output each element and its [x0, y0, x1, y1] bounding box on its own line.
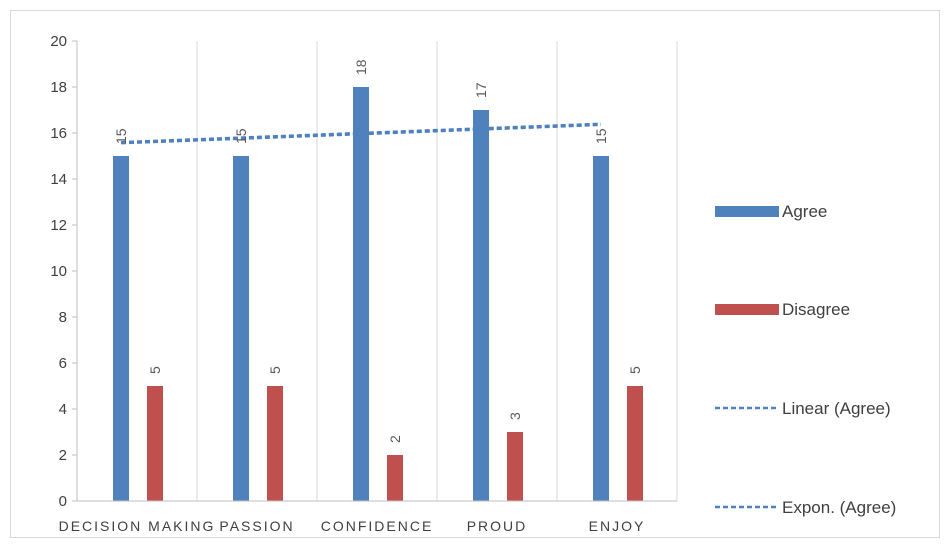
bar-disagree — [267, 386, 283, 501]
data-label: 5 — [627, 366, 643, 374]
legend-swatch — [715, 304, 779, 315]
grid-layer — [196, 41, 678, 501]
bar-disagree — [387, 455, 403, 501]
legend-label: Disagree — [782, 300, 850, 319]
y-tick-label: 18 — [50, 79, 67, 96]
legend-label: Agree — [782, 202, 827, 221]
y-tick-label: 8 — [59, 309, 67, 326]
axis-layer: 0 2 4 6 8 10 12 14 16 18 20 DECISION MAKING PASSION C… — [50, 33, 677, 534]
y-tick-label: 14 — [50, 171, 67, 188]
y-tick-label: 4 — [59, 401, 67, 418]
y-tick-label: 20 — [50, 33, 67, 50]
bar-agree — [233, 156, 249, 501]
bar-disagree — [147, 386, 163, 501]
y-tick-label: 2 — [59, 447, 67, 464]
y-tick-label: 6 — [59, 355, 67, 372]
bar-agree — [113, 156, 129, 501]
data-label: 3 — [507, 412, 523, 420]
trend-layer — [120, 122, 602, 145]
data-label: 15 — [113, 128, 129, 144]
legend-swatch — [715, 206, 779, 217]
legend-layer: Agree Disagree Linear (Agree) Expon. (Agree… — [715, 202, 896, 517]
data-label: 15 — [593, 128, 609, 144]
legend-label: Expon. (Agree) — [782, 498, 896, 517]
bar-agree — [353, 87, 369, 501]
label-layer: 15 15 18 17 15 5 5 2 3 5 — [113, 59, 643, 443]
y-tick-label: 12 — [50, 217, 67, 234]
x-category-label: CONFIDENCE — [321, 518, 434, 534]
legend-label: Linear (Agree) — [782, 399, 891, 418]
bar-agree — [473, 110, 489, 501]
data-label: 2 — [387, 435, 403, 443]
data-label: 18 — [353, 59, 369, 75]
data-label: 5 — [267, 366, 283, 374]
bars-layer — [113, 87, 643, 501]
data-label: 17 — [473, 82, 489, 98]
chart-frame — [10, 10, 940, 538]
bar-disagree — [507, 432, 523, 501]
data-label: 15 — [233, 128, 249, 144]
bar-agree — [593, 156, 609, 501]
x-category-label: PASSION — [219, 518, 294, 534]
x-category-label: ENJOY — [589, 518, 646, 534]
y-tick-label: 16 — [50, 125, 67, 142]
trendline-exponential — [120, 123, 602, 145]
data-label: 5 — [147, 366, 163, 374]
x-category-label: DECISION MAKING — [59, 518, 216, 534]
y-tick-label: 10 — [50, 263, 67, 280]
y-tick-label: 0 — [59, 493, 67, 510]
bar-disagree — [627, 386, 643, 501]
x-category-label: PROUD — [467, 518, 528, 534]
